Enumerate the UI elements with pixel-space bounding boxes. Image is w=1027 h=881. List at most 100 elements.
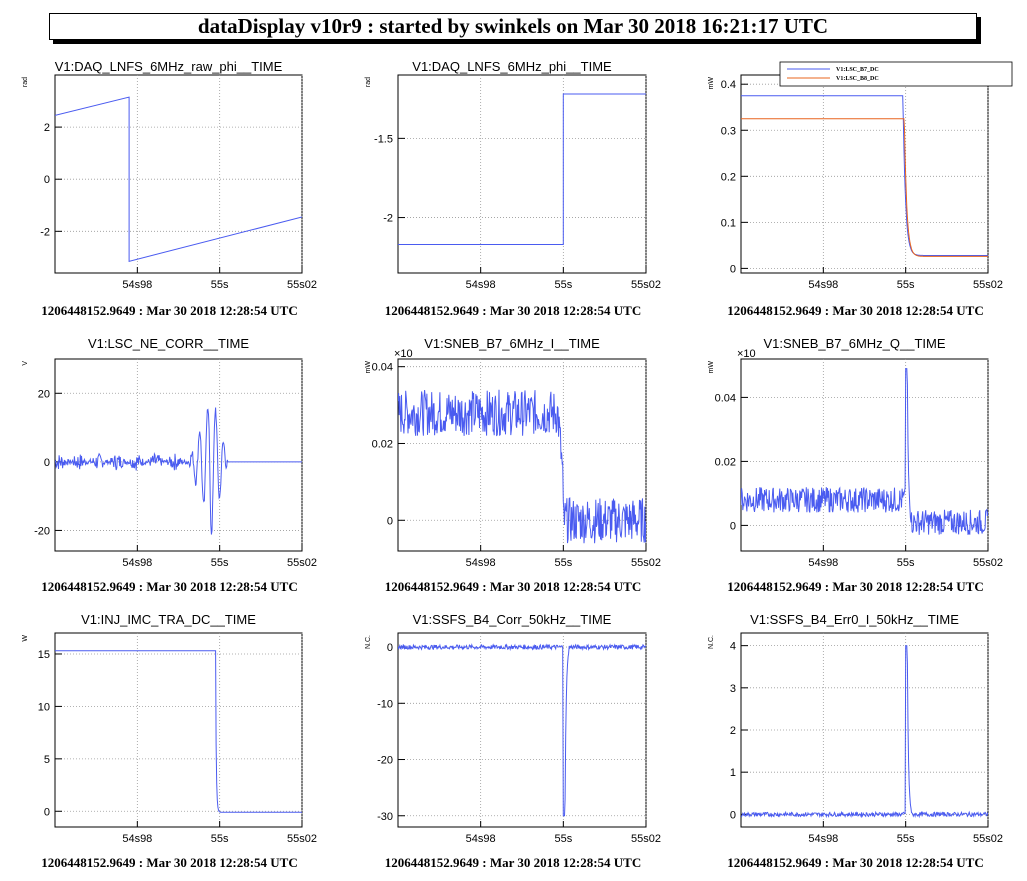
y-tick-label: -1.5 (374, 133, 393, 145)
plot-frame (54, 358, 303, 552)
series-line (741, 368, 988, 535)
y-tick-label: -20 (34, 525, 50, 537)
chart-footer-timestamp: 1206448152.9649 : Mar 30 2018 12:28:54 U… (727, 579, 984, 594)
y-exponent: ×10 (394, 348, 413, 360)
legend: V1:LSC_B7_DC V1:LSC_B8_DC (779, 61, 1013, 87)
y-tick-label: -2 (40, 226, 50, 238)
y-tick-label: 0 (730, 263, 736, 275)
series-line (398, 93, 646, 245)
y-tick-label: 0.1 (721, 217, 736, 229)
y-tick-label: 3 (730, 683, 736, 695)
chart-footer-timestamp: 1206448152.9649 : Mar 30 2018 12:28:54 U… (41, 303, 298, 318)
chart-title: V1:SSFS_B4_Corr_50kHz__TIME (413, 612, 612, 627)
y-tick-label: 2 (44, 122, 50, 134)
chart-panel: V1:SNEB_B7_6MHz_Q__TIME 54s98 55s 55s02 0.04… (708, 336, 1003, 594)
y-tick-label: 0 (44, 806, 50, 818)
y-tick-label: 0.3 (721, 125, 736, 137)
plot-frame (54, 632, 303, 828)
y-tick-label: 1 (730, 767, 736, 779)
y-axis-unit: rad (22, 77, 29, 87)
plot-frame (740, 74, 989, 274)
chart-panel: 54s98 55s 55s02 0.4 0.3 0.2 0.1 0 mW V1:LSC_B7_DC… (708, 61, 1013, 318)
series-line (741, 118, 988, 257)
chart-title: V1:SNEB_B7_6MHz_Q__TIME (763, 336, 945, 351)
series-line (55, 650, 302, 813)
y-tick-label: 0.04 (715, 392, 736, 404)
x-tick-label: 55s (211, 833, 229, 845)
y-axis-unit: W (22, 635, 29, 642)
legend-label: V1:LSC_B8_DC (836, 76, 879, 82)
plot-frame (397, 74, 647, 274)
chart-footer-timestamp: 1206448152.9649 : Mar 30 2018 12:28:54 U… (727, 855, 984, 870)
y-axis-unit: V (22, 361, 29, 366)
y-tick-label: 15 (38, 649, 50, 661)
series-line (55, 96, 302, 262)
y-tick-label: -10 (377, 698, 393, 710)
y-tick-label: 0.2 (721, 171, 736, 183)
y-axis-unit: mW (708, 361, 715, 374)
series-line (741, 645, 988, 819)
x-tick-label: 55s02 (973, 833, 1003, 845)
y-axis-unit: N.C. (365, 635, 372, 649)
x-tick-label: 55s (897, 557, 915, 569)
chart-panel: V1:SSFS_B4_Corr_50kHz__TIME 54s98 55s 55s02… (365, 612, 661, 870)
y-tick-label: 5 (44, 754, 50, 766)
x-tick-label: 54s98 (466, 833, 496, 845)
plot-frame (54, 74, 303, 274)
x-tick-label: 54s98 (808, 833, 838, 845)
y-tick-label: 0.04 (372, 362, 393, 374)
chart-title: V1:LSC_NE_CORR__TIME (88, 336, 249, 351)
chart-footer-timestamp: 1206448152.9649 : Mar 30 2018 12:28:54 U… (385, 303, 642, 318)
y-exponent: ×10 (737, 348, 756, 360)
chart-title: V1:DAQ_LNFS_6MHz_raw_phi__TIME (55, 59, 283, 74)
chart-footer-timestamp: 1206448152.9649 : Mar 30 2018 12:28:54 U… (727, 303, 984, 318)
chart-footer-timestamp: 1206448152.9649 : Mar 30 2018 12:28:54 U… (41, 855, 298, 870)
x-tick-label: 55s (554, 279, 572, 291)
chart-footer-timestamp: 1206448152.9649 : Mar 30 2018 12:28:54 U… (41, 579, 298, 594)
plot-frame (397, 632, 647, 828)
x-tick-label: 55s (897, 833, 915, 845)
y-tick-label: 0 (730, 520, 736, 532)
chart-title: V1:SSFS_B4_Err0_I_50kHz__TIME (750, 612, 959, 627)
page-title-text: dataDisplay v10r9 : started by swinkels … (197, 14, 829, 38)
y-tick-label: 0 (730, 809, 736, 821)
y-tick-label: 2 (730, 725, 736, 737)
legend-box (779, 61, 1013, 87)
chart-title: V1:DAQ_LNFS_6MHz_phi__TIME (412, 59, 612, 74)
y-tick-label: 20 (38, 388, 50, 400)
series-line (398, 389, 646, 544)
x-tick-label: 55s02 (287, 279, 317, 291)
x-tick-label: 54s98 (122, 557, 152, 569)
x-tick-label: 55s (554, 833, 572, 845)
x-tick-label: 55s02 (631, 279, 661, 291)
y-axis-unit: mW (365, 361, 372, 374)
x-tick-label: 55s02 (631, 833, 661, 845)
x-tick-label: 55s (211, 279, 229, 291)
chart-panel: V1:SNEB_B7_6MHz_I__TIME 54s98 55s 55s02 0.04… (365, 336, 661, 594)
y-tick-label: 0 (387, 642, 393, 654)
chart-panel: V1:INJ_IMC_TRA_DC__TIME 54s98 55s 55s02 15 10… (22, 612, 317, 870)
plot-frame (397, 358, 647, 552)
x-tick-label: 55s (554, 557, 572, 569)
chart-panel: V1:SSFS_B4_Err0_I_50kHz__TIME 54s98 55s 55s… (708, 612, 1003, 870)
x-tick-label: 55s (897, 279, 915, 291)
page-title: dataDisplay v10r9 : started by swinkels … (49, 13, 977, 40)
y-tick-label: 0.02 (372, 438, 393, 450)
y-tick-label: -2 (383, 213, 393, 225)
x-tick-label: 55s02 (973, 557, 1003, 569)
chart-title: V1:SNEB_B7_6MHz_I__TIME (424, 336, 600, 351)
y-tick-label: -20 (377, 755, 393, 767)
y-tick-label: 4 (730, 641, 736, 653)
x-tick-label: 54s98 (808, 279, 838, 291)
y-tick-label: 0 (44, 457, 50, 469)
x-tick-label: 54s98 (808, 557, 838, 569)
series-line (741, 95, 988, 256)
y-axis-unit: mW (708, 77, 715, 90)
series-line (55, 407, 302, 535)
y-tick-label: 0 (44, 174, 50, 186)
y-tick-label: 0 (387, 515, 393, 527)
series-line (398, 643, 646, 817)
legend-label: V1:LSC_B7_DC (836, 67, 879, 73)
chart-footer-timestamp: 1206448152.9649 : Mar 30 2018 12:28:54 U… (385, 579, 642, 594)
